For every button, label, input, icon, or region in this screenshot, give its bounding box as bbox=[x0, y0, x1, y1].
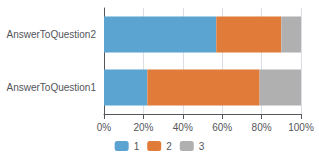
svg-text:1: 1 bbox=[134, 141, 140, 152]
svg-text:80%: 80% bbox=[252, 122, 272, 133]
svg-text:AnswerToQuestion2: AnswerToQuestion2 bbox=[7, 29, 97, 40]
svg-text:100%: 100% bbox=[288, 122, 314, 133]
svg-text:AnswerToQuestion1: AnswerToQuestion1 bbox=[7, 82, 97, 93]
svg-text:60%: 60% bbox=[212, 122, 232, 133]
svg-text:20%: 20% bbox=[133, 122, 153, 133]
svg-text:0%: 0% bbox=[97, 122, 112, 133]
svg-text:40%: 40% bbox=[173, 122, 193, 133]
svg-text:3: 3 bbox=[199, 141, 205, 152]
svg-text:2: 2 bbox=[166, 141, 172, 152]
